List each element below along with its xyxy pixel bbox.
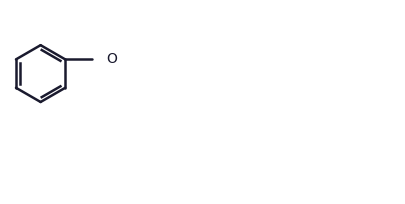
Text: O: O [106, 52, 117, 66]
